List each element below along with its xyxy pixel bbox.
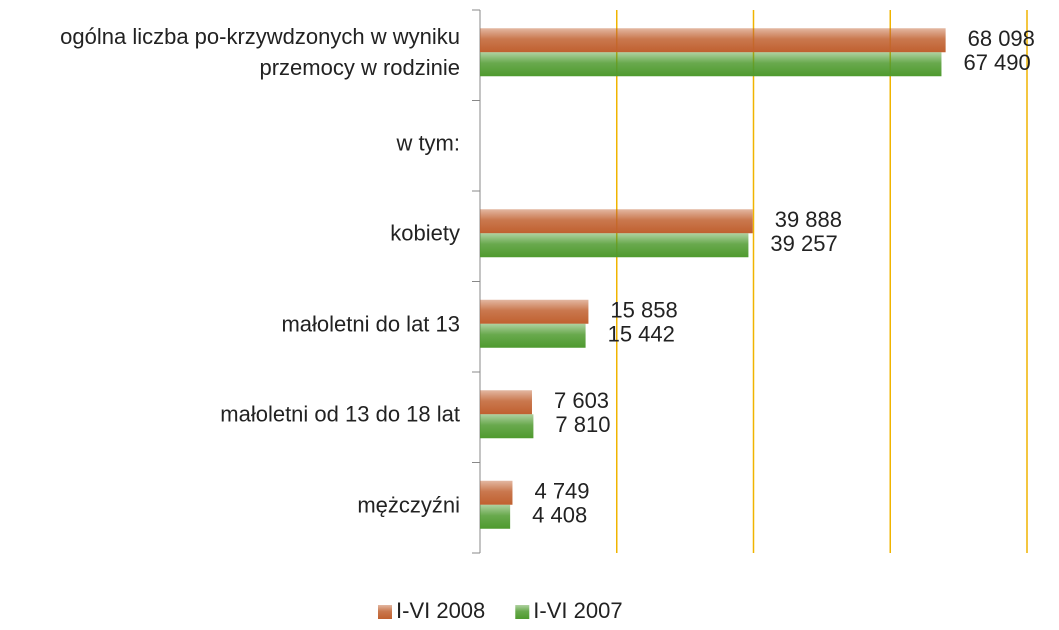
bar: [480, 299, 589, 324]
bar: [480, 390, 532, 415]
legend-label: I-VI 2008: [396, 598, 485, 623]
value-label: 7 603: [554, 388, 609, 413]
value-label: 68 098: [968, 26, 1035, 51]
category-label: kobiety: [390, 220, 460, 246]
value-label: 7 810: [555, 412, 610, 437]
value-label: 4 408: [532, 503, 587, 528]
value-label: 67 490: [963, 50, 1030, 75]
category-label: w tym:: [396, 130, 460, 156]
category-label: małoletni od 13 do 18 lat: [220, 401, 460, 427]
bar: [480, 480, 513, 505]
category-label: mężczyźni: [357, 492, 460, 518]
legend-swatch: [515, 605, 530, 619]
bar: [480, 209, 753, 234]
value-label: 15 858: [610, 298, 677, 323]
bar: [480, 28, 946, 53]
value-label: 15 442: [608, 322, 675, 347]
legend-swatch: [378, 605, 392, 619]
bar: [480, 414, 534, 439]
bar: [480, 504, 511, 529]
category-label: małoletni do lat 13: [281, 311, 460, 337]
bar: [480, 52, 942, 77]
bar: [480, 233, 749, 258]
value-label: 39 888: [775, 207, 842, 232]
bar: [480, 323, 586, 348]
legend-label: I-VI 2007: [533, 598, 622, 623]
value-label: 4 749: [534, 479, 589, 504]
value-label: 39 257: [770, 231, 837, 256]
category-label: ogólna liczba po-krzywdzonych w wyniku p…: [60, 24, 460, 81]
